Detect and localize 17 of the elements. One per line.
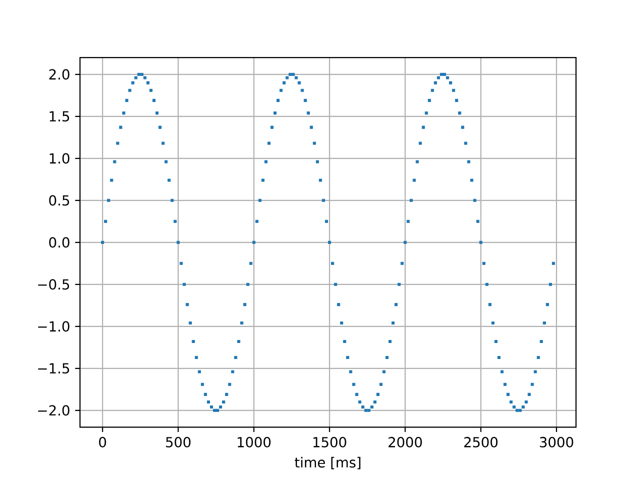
y-tick-label: −0.5 [38, 279, 70, 290]
y-tick-label: −1.5 [38, 363, 70, 374]
x-tick-label: 3000 [540, 436, 574, 448]
y-tick-label: −1.0 [38, 321, 70, 332]
x-tick-label: 500 [166, 436, 190, 448]
x-tick-label: 2500 [464, 436, 498, 448]
y-tick-label: 1.0 [50, 153, 70, 164]
x-axis-title: time [ms] [294, 456, 360, 470]
y-tick-label: 1.5 [50, 111, 70, 122]
y-tick-label: 0.0 [49, 237, 70, 248]
x-tick-label: 2000 [388, 436, 422, 448]
x-tick-label: 1500 [313, 436, 346, 448]
y-tick-label: 0.5 [49, 195, 70, 206]
x-tick-label: 0 [99, 436, 106, 448]
y-tick-label: 2.0 [49, 69, 70, 80]
x-tick-label: 1000 [238, 436, 271, 448]
y-tick-label: −2.0 [38, 405, 70, 416]
